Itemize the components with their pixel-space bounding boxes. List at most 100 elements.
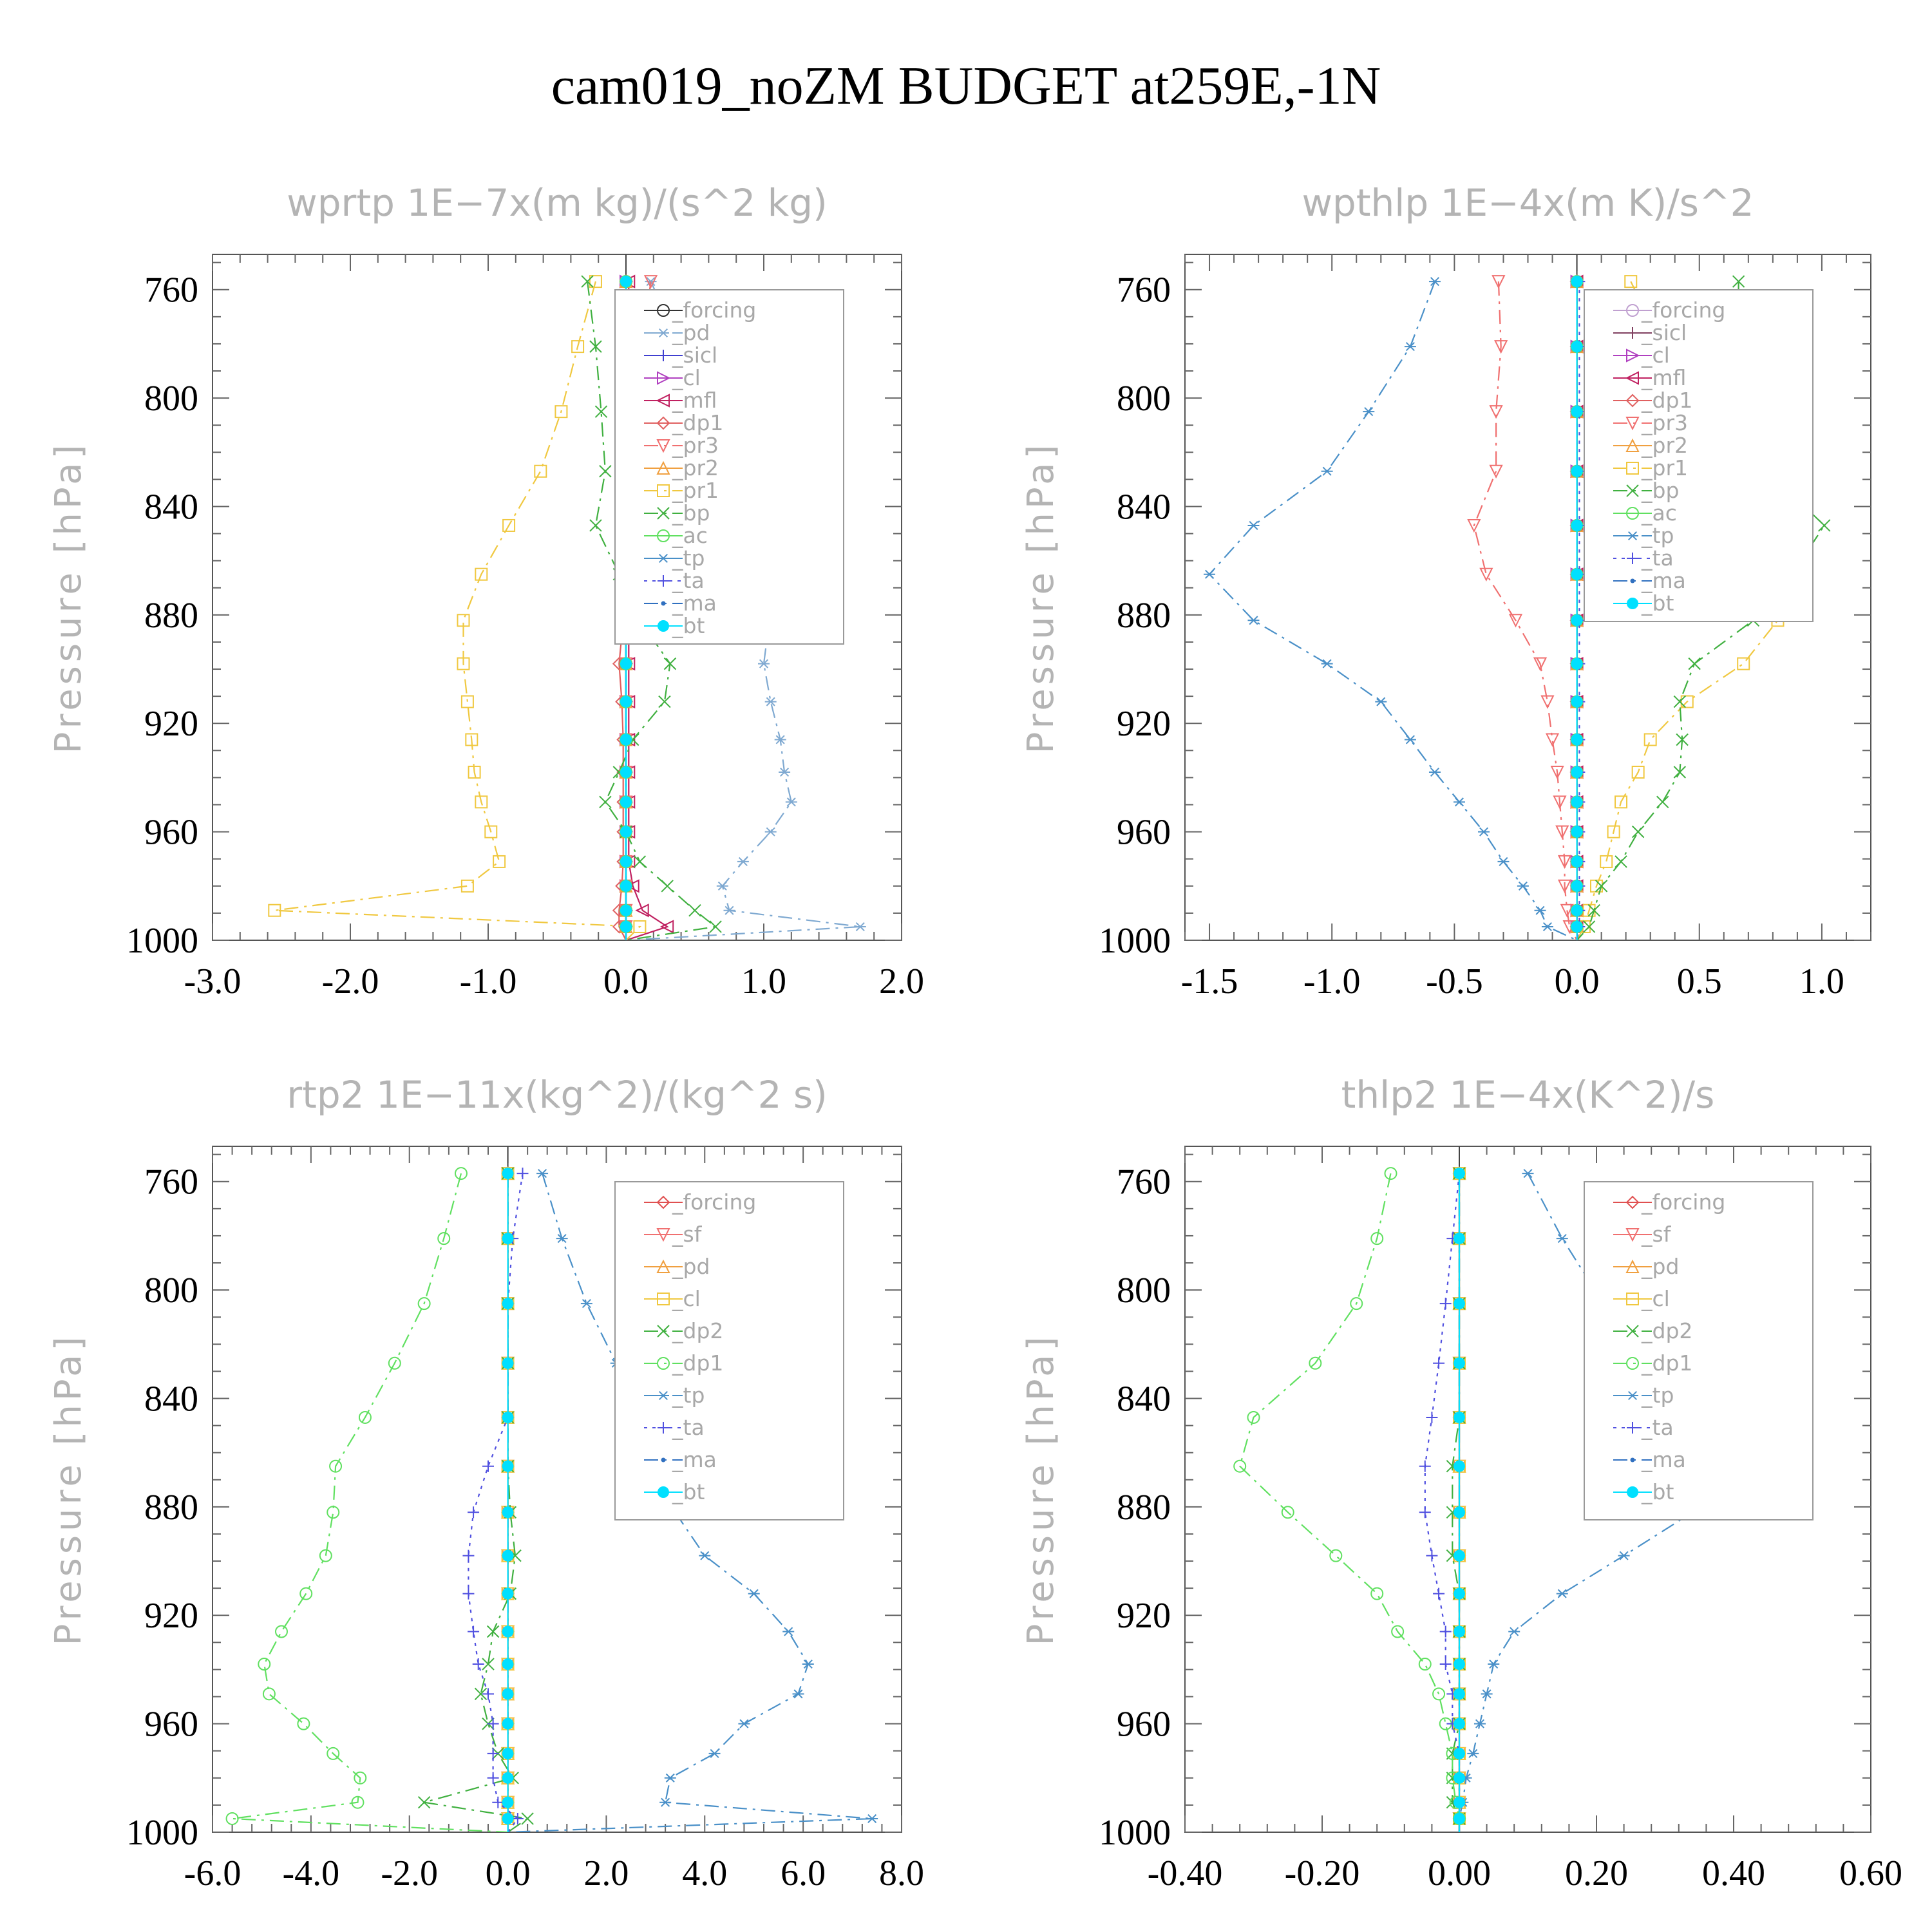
data-point_ta <box>468 1506 480 1519</box>
data-point_dp1 <box>354 1771 367 1785</box>
legend-label: _bp <box>672 500 710 526</box>
data-point_tp <box>1497 857 1510 866</box>
data-point_ta <box>468 1625 480 1638</box>
data-point_tp <box>1556 1234 1568 1244</box>
data-point_tp <box>782 1627 795 1636</box>
y-tick-label: 920 <box>1117 1596 1171 1636</box>
data-point_bt <box>502 1411 514 1423</box>
data-point_bt <box>620 880 632 892</box>
y-tick-label: 960 <box>144 813 198 853</box>
legend-marker <box>656 439 670 453</box>
plot-frame <box>212 1146 902 1833</box>
legend-marker <box>1625 1195 1640 1209</box>
panel-title: thlp2 1E−4x(K^2)/s <box>1341 1073 1715 1117</box>
legend-marker <box>658 620 669 632</box>
legend-label: _pr3 <box>1641 410 1688 435</box>
data-point_bp <box>633 855 647 868</box>
legend-label: _bp <box>1641 478 1679 503</box>
data-point_dp1 <box>417 1297 431 1311</box>
legend-marker <box>656 460 670 475</box>
data-point_dp1 <box>299 1587 313 1600</box>
series_ta <box>1573 276 1586 940</box>
y-tick-label: 920 <box>1117 704 1171 744</box>
legend-marker <box>1625 371 1639 385</box>
y-tick-label: 920 <box>144 1596 198 1636</box>
data-point_dp1 <box>319 1549 332 1562</box>
y-tick-label: 960 <box>1117 813 1171 853</box>
legend-marker <box>1627 531 1638 541</box>
data-point_bt <box>620 766 632 779</box>
data-point_pr1 <box>460 879 474 893</box>
data-point_bt <box>1571 826 1583 838</box>
data-point_bt <box>1454 1688 1465 1700</box>
y-tick-label: 760 <box>1117 1162 1171 1202</box>
legend-marker <box>657 484 670 497</box>
data-point_dp1 <box>329 1459 343 1473</box>
x-tick-label: -0.5 <box>1426 961 1483 1001</box>
y-axis-label: Pressure [hPa] <box>1020 441 1062 754</box>
legend-label: _ma <box>1641 568 1686 593</box>
y-tick-label: 840 <box>1117 1379 1171 1419</box>
data-point_ta <box>1439 1298 1452 1310</box>
legend-marker <box>657 1325 670 1338</box>
data-point_bt <box>502 1233 514 1245</box>
data-point_bp <box>1631 825 1645 838</box>
data-point_bp <box>594 405 608 418</box>
data-point_bp <box>1656 795 1669 809</box>
series-line_bp <box>587 281 717 940</box>
legend-marker <box>657 1293 670 1305</box>
legend-marker <box>1625 1228 1640 1242</box>
legend-marker <box>658 350 669 361</box>
data-point_bp <box>1732 275 1745 288</box>
data-point_pr3 <box>1557 879 1572 894</box>
data-point_ta <box>1433 1357 1445 1369</box>
legend-label: _ta <box>672 568 705 593</box>
data-point_bp <box>599 795 612 809</box>
y-tick-label: 1000 <box>1099 1813 1171 1853</box>
data-point_bt <box>1454 1772 1465 1784</box>
plot-frame <box>212 254 902 941</box>
data-point_bt <box>1571 568 1583 580</box>
data-point_bt <box>1571 796 1583 808</box>
series_bt <box>1454 1168 1465 1832</box>
legend-label: _dp1 <box>1641 388 1692 413</box>
legend-label: _forcing <box>672 298 756 323</box>
legend-label: _forcing <box>672 1189 756 1215</box>
data-point_bt <box>502 1688 514 1700</box>
y-tick-label: 880 <box>1117 1488 1171 1528</box>
legend-label: _pr1 <box>1641 455 1688 480</box>
data-point_pd <box>785 797 797 807</box>
y-axis-label: Pressure [hPa] <box>48 441 90 754</box>
data-point_pr3 <box>1492 275 1506 289</box>
x-tick-label: 8.0 <box>879 1853 924 1893</box>
legend-label: _forcing <box>1641 298 1725 323</box>
data-point_pr1 <box>1737 657 1750 670</box>
data-point_pr3 <box>1489 464 1503 478</box>
data-point_ta <box>1439 1658 1452 1671</box>
data-point_ta <box>1426 1411 1438 1423</box>
data-point_tp <box>1517 881 1529 891</box>
legend-label: _dp2 <box>1641 1318 1692 1343</box>
y-tick-label: 880 <box>144 1488 198 1528</box>
data-point_bp <box>1818 519 1831 532</box>
data-point_dp2 <box>486 1625 500 1638</box>
data-point_dp1 <box>262 1687 276 1701</box>
data-point_tp <box>1473 1719 1486 1728</box>
data-point_ta <box>482 1688 494 1700</box>
x-tick-label: 0.40 <box>1702 1853 1765 1893</box>
data-point_dp1 <box>1329 1549 1343 1562</box>
legend-box <box>614 1181 844 1520</box>
data-point_mfl <box>659 920 674 934</box>
legend-label: _cl <box>1641 343 1670 368</box>
data-point_pr1 <box>268 904 281 917</box>
data-point_bp <box>1587 904 1600 917</box>
data-point_bt <box>620 904 632 916</box>
data-point_tp <box>1321 466 1333 476</box>
y-tick-label: 800 <box>1117 1271 1171 1311</box>
legend-marker <box>1627 1422 1638 1434</box>
data-point_ta <box>1426 1549 1438 1562</box>
series_ta <box>1419 1168 1465 1832</box>
data-point_tp <box>1534 905 1546 915</box>
legend-label: _bt <box>672 613 705 638</box>
data-point_bt <box>502 1718 514 1730</box>
